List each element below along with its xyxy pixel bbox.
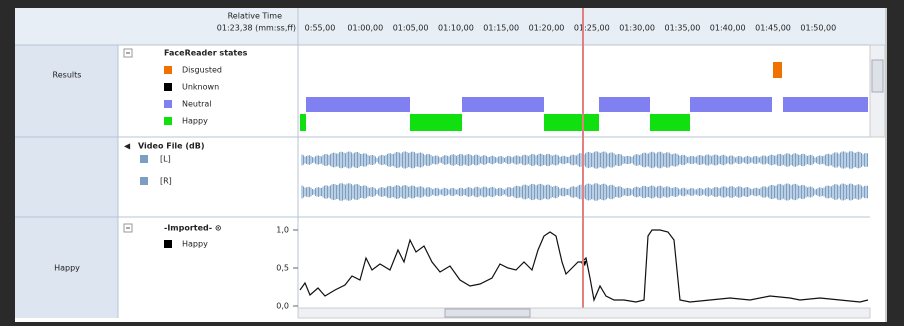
legend-entry: [R] (160, 177, 172, 186)
y-tick-label: 0,0 (276, 302, 289, 311)
speaker-icon: ◀ (124, 142, 131, 151)
legend-swatch (164, 83, 172, 91)
legend-swatch (164, 117, 172, 125)
group-name: FaceReader states (164, 49, 248, 58)
y-tick-label: 1,0 (276, 226, 289, 235)
header (15, 8, 887, 45)
time-tick-label: 01:25,00 (574, 24, 610, 33)
horizontal-scrollbar[interactable] (297, 307, 871, 319)
time-tick-label: 01:15,00 (483, 24, 519, 33)
time-tick-label: 01:10,00 (438, 24, 474, 33)
legend-swatch (140, 177, 148, 185)
waveform (301, 151, 868, 201)
scroll-thumb[interactable] (871, 59, 884, 93)
state-bar (300, 114, 306, 131)
group-name: -Imported- ⊙ (164, 224, 222, 233)
state-bar (306, 97, 410, 112)
time-tick-label: 01:35,00 (665, 24, 701, 33)
legend-entry: Unknown (182, 83, 219, 92)
row-label-column (15, 45, 118, 318)
state-bar (783, 97, 868, 112)
legend-swatch (164, 66, 172, 74)
panel (15, 8, 887, 322)
time-tick-label: 01:40,00 (710, 24, 746, 33)
relative-time-label: Relative Time (228, 12, 282, 21)
legend-entry: Disgusted (182, 66, 222, 75)
legend-entry: Happy (182, 117, 208, 126)
row-label: Results (53, 71, 82, 80)
scroll-thumb[interactable] (444, 308, 531, 318)
y-tick-label: 0,5 (276, 264, 289, 273)
state-bar (410, 114, 462, 131)
legend-entry: Happy (182, 240, 208, 249)
legend-entry: Neutral (182, 100, 212, 109)
state-bar (690, 97, 772, 112)
group-name: Video File (dB) (138, 142, 205, 151)
edge (885, 8, 887, 322)
legend-swatch (164, 100, 172, 108)
state-bar (544, 114, 599, 131)
happy-curve (299, 229, 869, 303)
time-tick-label: 01:30,00 (619, 24, 655, 33)
legend-swatch (140, 155, 148, 163)
time-tick-label: 01:50,00 (800, 24, 836, 33)
legend-swatch (164, 240, 172, 248)
time-tick-label: 01:05,00 (393, 24, 429, 33)
time-tick-label: 0:55,00 (305, 24, 336, 33)
time-tick-label: 01:20,00 (529, 24, 565, 33)
state-bar (650, 114, 690, 131)
current-time: 01:23,38 (mm:ss,ff) (217, 24, 296, 33)
row-label: Happy (54, 264, 80, 273)
state-bar (599, 97, 650, 112)
state-bar (462, 97, 544, 112)
time-tick-label: 01:45,00 (755, 24, 791, 33)
time-tick-label: 01:00,00 (347, 24, 383, 33)
state-bar (773, 62, 782, 78)
legend-entry: [L] (160, 155, 171, 164)
